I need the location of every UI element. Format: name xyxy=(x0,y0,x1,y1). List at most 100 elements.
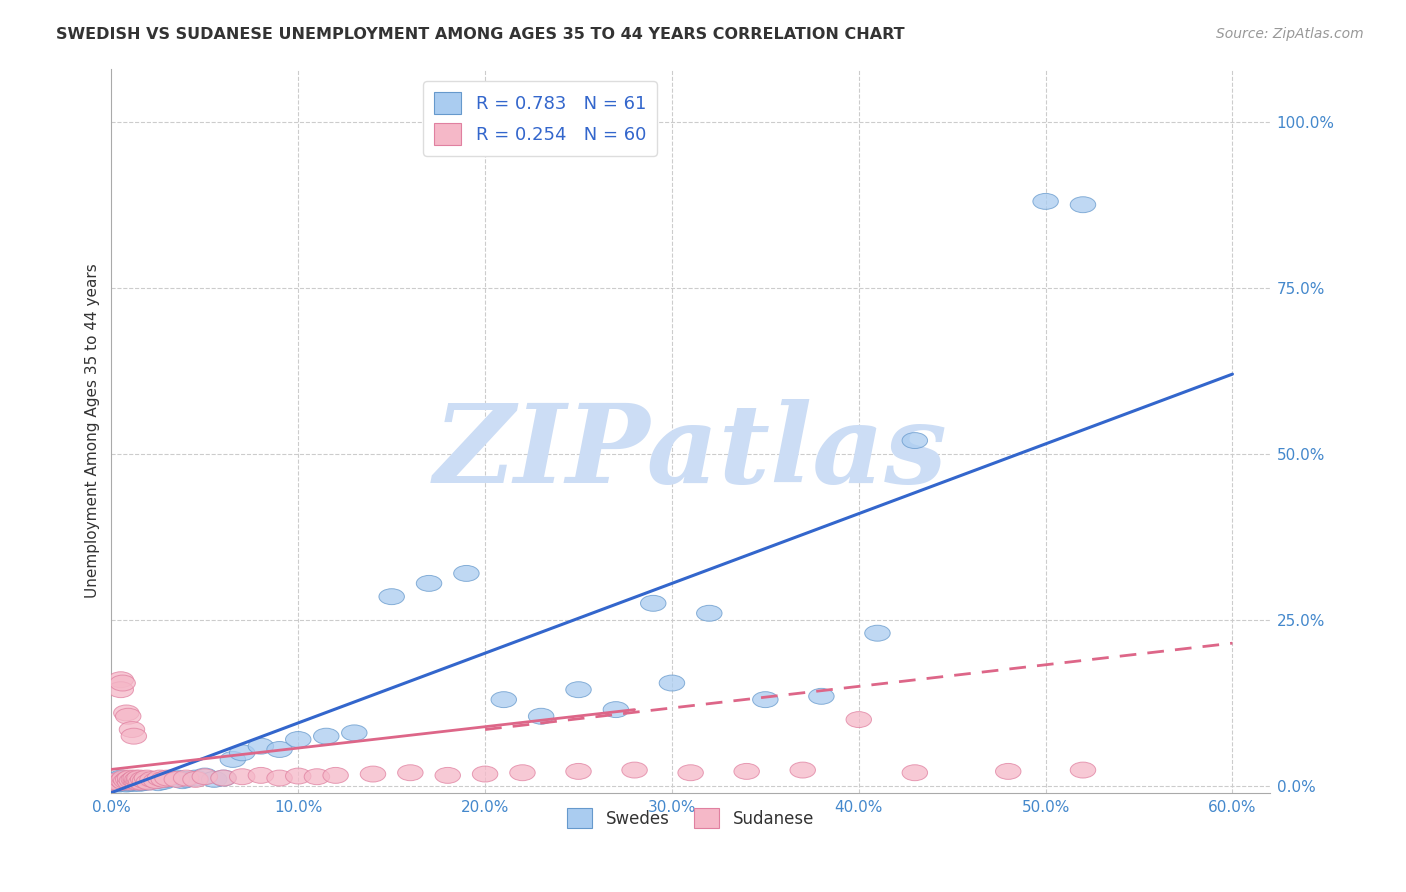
Ellipse shape xyxy=(221,751,246,767)
Ellipse shape xyxy=(454,566,479,582)
Ellipse shape xyxy=(1033,194,1059,210)
Ellipse shape xyxy=(115,772,141,788)
Ellipse shape xyxy=(903,433,928,449)
Ellipse shape xyxy=(1070,197,1095,212)
Ellipse shape xyxy=(120,774,145,790)
Ellipse shape xyxy=(115,772,141,788)
Text: SWEDISH VS SUDANESE UNEMPLOYMENT AMONG AGES 35 TO 44 YEARS CORRELATION CHART: SWEDISH VS SUDANESE UNEMPLOYMENT AMONG A… xyxy=(56,27,905,42)
Ellipse shape xyxy=(267,770,292,786)
Ellipse shape xyxy=(117,772,143,789)
Ellipse shape xyxy=(380,589,405,605)
Ellipse shape xyxy=(128,774,155,790)
Ellipse shape xyxy=(110,772,135,789)
Ellipse shape xyxy=(621,762,647,778)
Ellipse shape xyxy=(103,775,128,790)
Ellipse shape xyxy=(193,769,218,785)
Ellipse shape xyxy=(103,775,128,790)
Ellipse shape xyxy=(120,772,145,789)
Ellipse shape xyxy=(108,672,134,688)
Ellipse shape xyxy=(193,768,218,784)
Ellipse shape xyxy=(398,764,423,780)
Ellipse shape xyxy=(104,772,129,789)
Ellipse shape xyxy=(122,775,149,790)
Ellipse shape xyxy=(121,775,146,791)
Ellipse shape xyxy=(1070,762,1095,778)
Ellipse shape xyxy=(165,770,190,786)
Ellipse shape xyxy=(529,708,554,724)
Ellipse shape xyxy=(110,772,135,789)
Text: Source: ZipAtlas.com: Source: ZipAtlas.com xyxy=(1216,27,1364,41)
Ellipse shape xyxy=(121,728,146,744)
Ellipse shape xyxy=(136,774,162,790)
Ellipse shape xyxy=(903,764,928,780)
Ellipse shape xyxy=(128,774,155,790)
Ellipse shape xyxy=(173,772,198,788)
Ellipse shape xyxy=(201,772,226,788)
Ellipse shape xyxy=(114,705,139,721)
Ellipse shape xyxy=(145,775,172,790)
Ellipse shape xyxy=(641,595,666,611)
Ellipse shape xyxy=(211,770,236,786)
Ellipse shape xyxy=(170,772,195,789)
Ellipse shape xyxy=(846,712,872,728)
Y-axis label: Unemployment Among Ages 35 to 44 years: Unemployment Among Ages 35 to 44 years xyxy=(86,263,100,598)
Ellipse shape xyxy=(510,764,536,780)
Ellipse shape xyxy=(139,772,166,789)
Ellipse shape xyxy=(416,575,441,591)
Ellipse shape xyxy=(995,764,1021,780)
Ellipse shape xyxy=(125,772,150,788)
Ellipse shape xyxy=(114,773,139,789)
Ellipse shape xyxy=(360,766,385,782)
Ellipse shape xyxy=(120,772,145,788)
Ellipse shape xyxy=(472,766,498,782)
Ellipse shape xyxy=(565,764,592,780)
Ellipse shape xyxy=(696,606,723,621)
Ellipse shape xyxy=(165,772,190,788)
Ellipse shape xyxy=(132,772,157,789)
Ellipse shape xyxy=(183,772,208,788)
Ellipse shape xyxy=(752,691,778,707)
Ellipse shape xyxy=(790,762,815,778)
Ellipse shape xyxy=(150,773,177,789)
Ellipse shape xyxy=(120,722,145,738)
Ellipse shape xyxy=(110,775,135,791)
Ellipse shape xyxy=(304,769,329,785)
Ellipse shape xyxy=(865,625,890,641)
Ellipse shape xyxy=(110,675,135,691)
Ellipse shape xyxy=(114,772,139,789)
Ellipse shape xyxy=(247,739,274,754)
Ellipse shape xyxy=(155,770,180,786)
Ellipse shape xyxy=(285,768,311,784)
Ellipse shape xyxy=(155,772,180,788)
Ellipse shape xyxy=(121,773,146,789)
Ellipse shape xyxy=(734,764,759,780)
Ellipse shape xyxy=(134,770,160,786)
Ellipse shape xyxy=(117,770,143,786)
Ellipse shape xyxy=(132,773,157,789)
Ellipse shape xyxy=(122,770,149,786)
Ellipse shape xyxy=(122,772,149,789)
Ellipse shape xyxy=(173,770,198,786)
Ellipse shape xyxy=(115,708,141,724)
Ellipse shape xyxy=(115,775,141,790)
Ellipse shape xyxy=(104,772,129,789)
Ellipse shape xyxy=(342,725,367,741)
Ellipse shape xyxy=(117,775,143,791)
Ellipse shape xyxy=(108,770,134,786)
Ellipse shape xyxy=(229,745,254,761)
Ellipse shape xyxy=(114,776,139,792)
Ellipse shape xyxy=(111,774,138,790)
Ellipse shape xyxy=(229,769,254,785)
Ellipse shape xyxy=(659,675,685,691)
Ellipse shape xyxy=(150,772,177,788)
Ellipse shape xyxy=(127,772,152,789)
Ellipse shape xyxy=(678,764,703,780)
Legend: Swedes, Sudanese: Swedes, Sudanese xyxy=(561,801,821,835)
Ellipse shape xyxy=(108,775,134,790)
Ellipse shape xyxy=(183,770,208,786)
Ellipse shape xyxy=(108,681,134,698)
Ellipse shape xyxy=(127,770,152,786)
Ellipse shape xyxy=(131,772,156,788)
Ellipse shape xyxy=(808,689,834,705)
Ellipse shape xyxy=(143,772,169,789)
